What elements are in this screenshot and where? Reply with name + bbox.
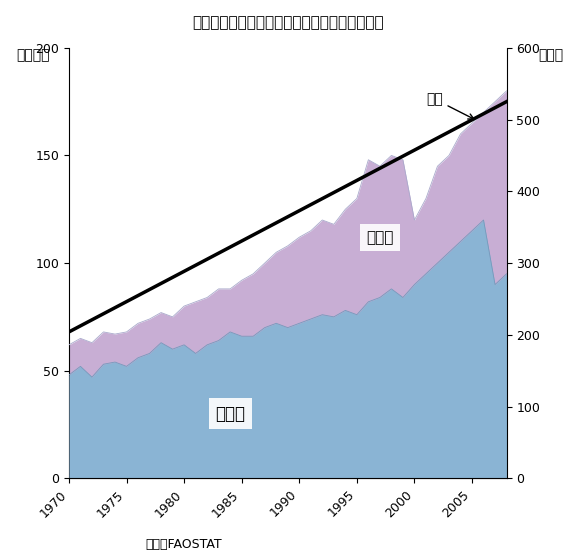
Text: 生産量: 生産量 <box>215 405 245 423</box>
Text: 輸入量: 輸入量 <box>366 229 394 245</box>
Text: 人口: 人口 <box>426 92 474 119</box>
Text: 資料：FAOSTAT: 資料：FAOSTAT <box>145 539 222 551</box>
Text: 百万トン: 百万トン <box>16 48 50 62</box>
Title: 中東・北アフリカ地域の穀物需給と人口の推移: 中東・北アフリカ地域の穀物需給と人口の推移 <box>192 15 383 30</box>
Text: 百万人: 百万人 <box>538 48 563 62</box>
